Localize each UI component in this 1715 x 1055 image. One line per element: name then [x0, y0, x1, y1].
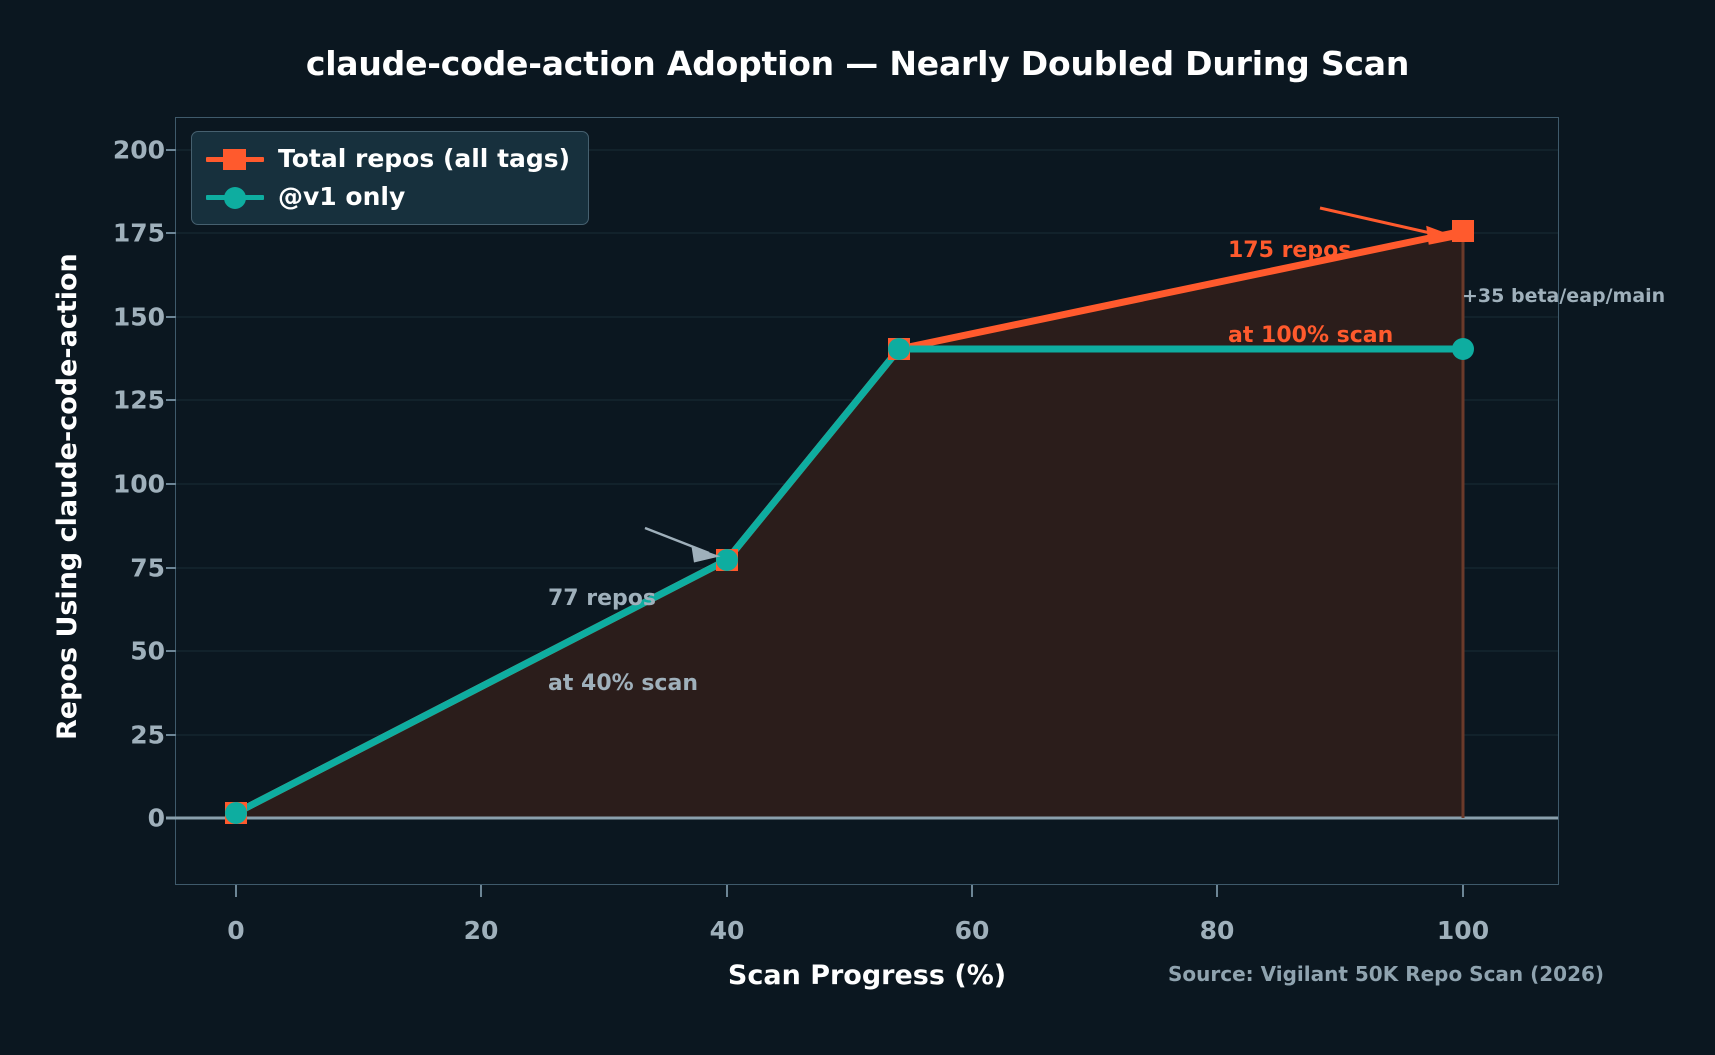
y-tick-75: 75	[130, 553, 165, 583]
annotation-beta-eap-main: +35 beta/eap/main	[1462, 285, 1666, 307]
y-tick-25: 25	[130, 720, 165, 750]
legend-label-v1-only: @v1 only	[278, 182, 406, 211]
y-tick-50: 50	[130, 636, 165, 666]
chart-legend[interactable]: Total repos (all tags) @v1 only	[191, 131, 590, 225]
plot-area	[175, 117, 1559, 885]
y-tick-175: 175	[112, 218, 165, 248]
annotation-175-line2: at 100% scan	[1228, 322, 1394, 348]
annotation-arrow-77	[644, 526, 721, 563]
y-axis-tick-labels: 200 175 150 125 100 75 50 25 0	[60, 0, 165, 1055]
y-tick-125: 125	[112, 385, 165, 415]
x-tick-80: 80	[1199, 916, 1235, 945]
legend-swatch-square-icon	[206, 146, 264, 172]
annotation-77-repos: 77 repos at 40% scan	[548, 529, 698, 754]
chart-title: claude-code-action Adoption — Nearly Dou…	[305, 44, 1410, 83]
x-tick-20: 20	[463, 916, 499, 945]
x-tick-100: 100	[1436, 916, 1490, 945]
source-caption: Source: Vigilant 50K Repo Scan (2026)	[1168, 962, 1605, 986]
legend-label-total-repos: Total repos (all tags)	[278, 144, 571, 173]
x-axis-title: Scan Progress (%)	[727, 960, 1007, 991]
annotation-175-repos: 175 repos at 100% scan	[1228, 181, 1393, 406]
annotation-77-line1: 77 repos	[548, 586, 657, 612]
x-tick-40: 40	[709, 916, 745, 945]
y-tick-100: 100	[112, 469, 165, 499]
y-tick-200: 200	[112, 135, 165, 165]
annotation-77-line2: at 40% scan	[548, 670, 698, 696]
annotation-175-line1: 175 repos	[1228, 238, 1352, 264]
area-fill	[236, 231, 1463, 818]
series-markers-v1-only	[225, 338, 1474, 824]
legend-item-total-repos[interactable]: Total repos (all tags)	[206, 142, 570, 175]
y-axis-title: Repos Using claude-code-action	[52, 253, 83, 740]
x-tick-60: 60	[954, 916, 990, 945]
x-tick-0: 0	[227, 916, 245, 945]
y-tick-0: 0	[147, 803, 165, 833]
y-tick-150: 150	[112, 302, 165, 332]
legend-swatch-circle-icon	[206, 184, 264, 210]
legend-item-v1-only[interactable]: @v1 only	[206, 180, 570, 213]
series-line-v1-only	[232, 345, 1467, 817]
annotation-arrow-175	[1319, 206, 1461, 245]
